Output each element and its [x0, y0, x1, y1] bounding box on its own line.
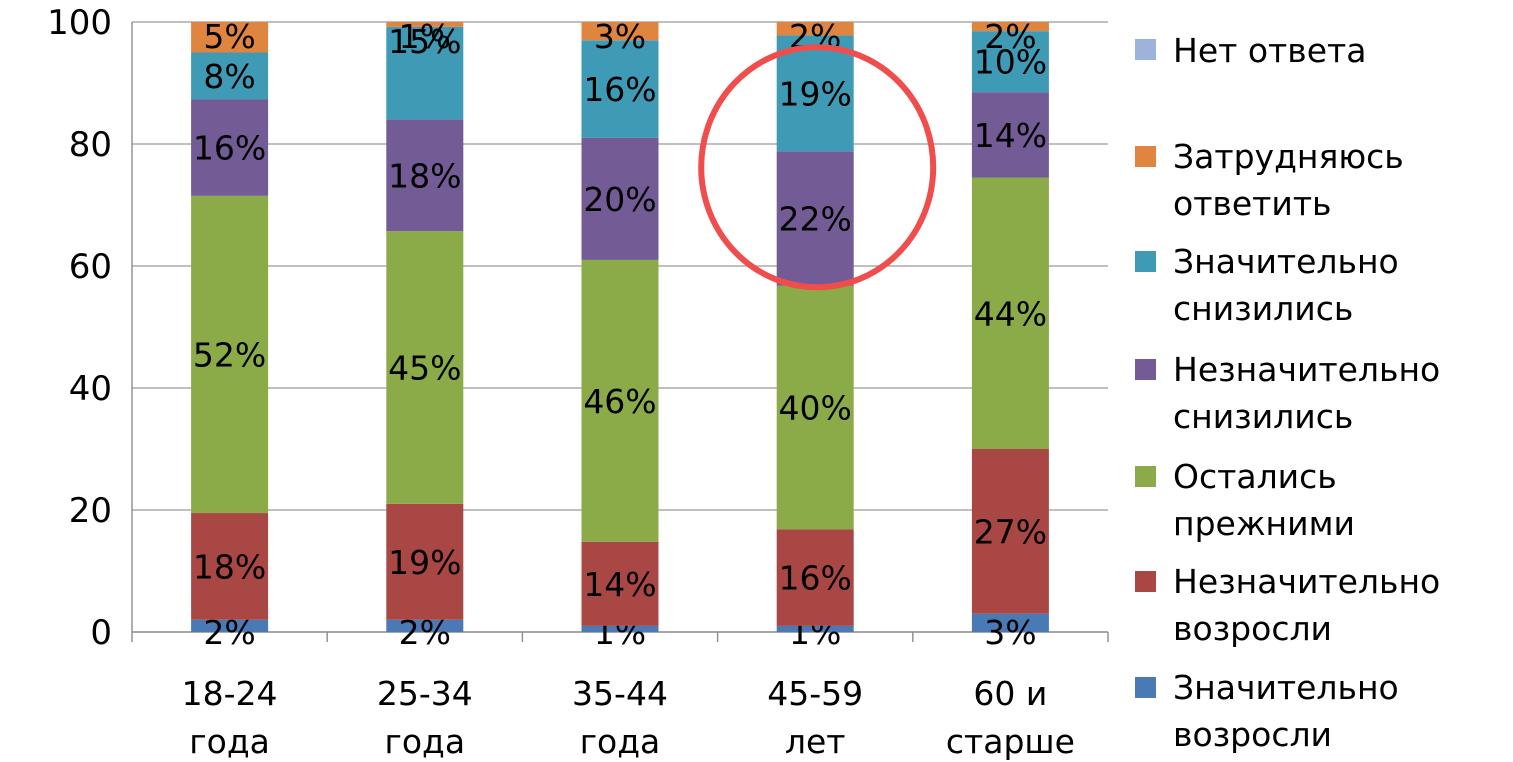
legend-label: Незначительно: [1173, 562, 1440, 601]
data-label: 16%: [193, 129, 266, 168]
x-tick-label: старше: [946, 722, 1075, 761]
y-tick-label: 80: [69, 125, 112, 165]
data-label: 22%: [779, 199, 852, 238]
data-label: 16%: [583, 70, 656, 109]
bar-segment: [386, 26, 464, 120]
bar-segment: [581, 259, 659, 542]
data-label: 45%: [388, 349, 461, 388]
legend-label: возросли: [1173, 715, 1332, 754]
bar-segment: [191, 52, 269, 100]
bar-segment: [191, 513, 269, 620]
data-label: 40%: [779, 389, 852, 428]
bar-segment: [971, 92, 1049, 178]
data-label: 15%: [388, 22, 461, 61]
bar-segment: [581, 137, 659, 260]
legend-label: ответить: [1173, 184, 1332, 223]
legend-swatch: [1135, 146, 1156, 167]
data-label: 3%: [594, 17, 646, 56]
data-label: 14%: [583, 565, 656, 604]
legend-swatch: [1135, 359, 1156, 380]
x-tick-label: 35-44: [572, 674, 668, 713]
y-tick-label: 60: [69, 247, 112, 287]
legend-swatch: [1135, 466, 1156, 487]
legend-label: Значительно: [1173, 668, 1399, 707]
bar-segment: [776, 529, 854, 626]
data-label: 10%: [974, 43, 1047, 82]
legend-swatch: [1135, 677, 1156, 698]
bar-segment: [581, 22, 659, 41]
x-tick-label: лет: [785, 722, 846, 761]
bar-segment: [581, 40, 659, 138]
legend-label: Остались: [1173, 457, 1337, 496]
data-label: 27%: [974, 512, 1047, 551]
bar-segment: [581, 541, 659, 626]
bar-segment: [386, 503, 464, 620]
bar-segment: [971, 31, 1049, 93]
data-label: 44%: [974, 294, 1047, 333]
legend-label: прежними: [1173, 504, 1355, 543]
data-label: 16%: [779, 559, 852, 598]
y-tick-label: 40: [69, 369, 112, 409]
data-label: 3%: [984, 613, 1036, 652]
data-label: 20%: [583, 180, 656, 219]
bar-segment: [971, 613, 1049, 632]
data-label: 8%: [203, 57, 255, 96]
bar-segment: [776, 625, 854, 632]
legend-label: Незначительно: [1173, 350, 1440, 389]
legend-swatch: [1135, 571, 1156, 592]
x-tick-label: 45-59: [767, 674, 863, 713]
y-tick-label: 20: [69, 491, 112, 531]
legend-label: снизились: [1173, 397, 1353, 436]
bar-segment: [191, 619, 269, 632]
bar-segment: [386, 619, 464, 632]
bar-segment: [971, 22, 1049, 32]
data-label: 46%: [583, 382, 656, 421]
legend-label: возросли: [1173, 609, 1332, 648]
bar-segment: [776, 151, 854, 286]
bar-segment: [776, 35, 854, 152]
legend-label: Нет ответа: [1173, 31, 1366, 70]
data-label: 19%: [779, 74, 852, 113]
data-label: 18%: [193, 547, 266, 586]
bar-segment: [971, 449, 1049, 614]
legend-label: снизились: [1173, 289, 1353, 328]
bar-segment: [776, 22, 854, 36]
bar-segment: [191, 195, 269, 514]
legend-label: Значительно: [1173, 242, 1399, 281]
x-tick-label: 25-34: [377, 674, 473, 713]
data-label: 14%: [974, 116, 1047, 155]
data-label: 52%: [193, 335, 266, 374]
bar-segment: [386, 22, 464, 27]
data-label: 19%: [388, 543, 461, 582]
bar-segment: [386, 231, 464, 504]
x-tick-label: года: [189, 722, 270, 761]
y-tick-label: 100: [47, 3, 112, 43]
legend-swatch: [1135, 39, 1156, 60]
bar-segment: [386, 119, 464, 232]
bar-segment: [191, 22, 269, 53]
x-tick-label: года: [385, 722, 466, 761]
bar-segment: [581, 625, 659, 632]
data-label: 5%: [203, 17, 255, 56]
bar-segment: [971, 177, 1049, 450]
bar-segment: [191, 99, 269, 196]
bar-segment: [776, 285, 854, 530]
highlight-circle: [698, 44, 937, 291]
x-tick-label: 60 и: [973, 674, 1047, 713]
y-tick-label: 0: [90, 613, 112, 653]
x-tick-label: 18-24: [182, 674, 278, 713]
data-label: 2%: [984, 17, 1036, 56]
data-label: 18%: [388, 156, 461, 195]
x-tick-label: года: [580, 722, 661, 761]
legend-swatch: [1135, 251, 1156, 272]
legend-label: Затрудняюсь: [1173, 137, 1404, 176]
data-label: 1%: [399, 17, 451, 56]
